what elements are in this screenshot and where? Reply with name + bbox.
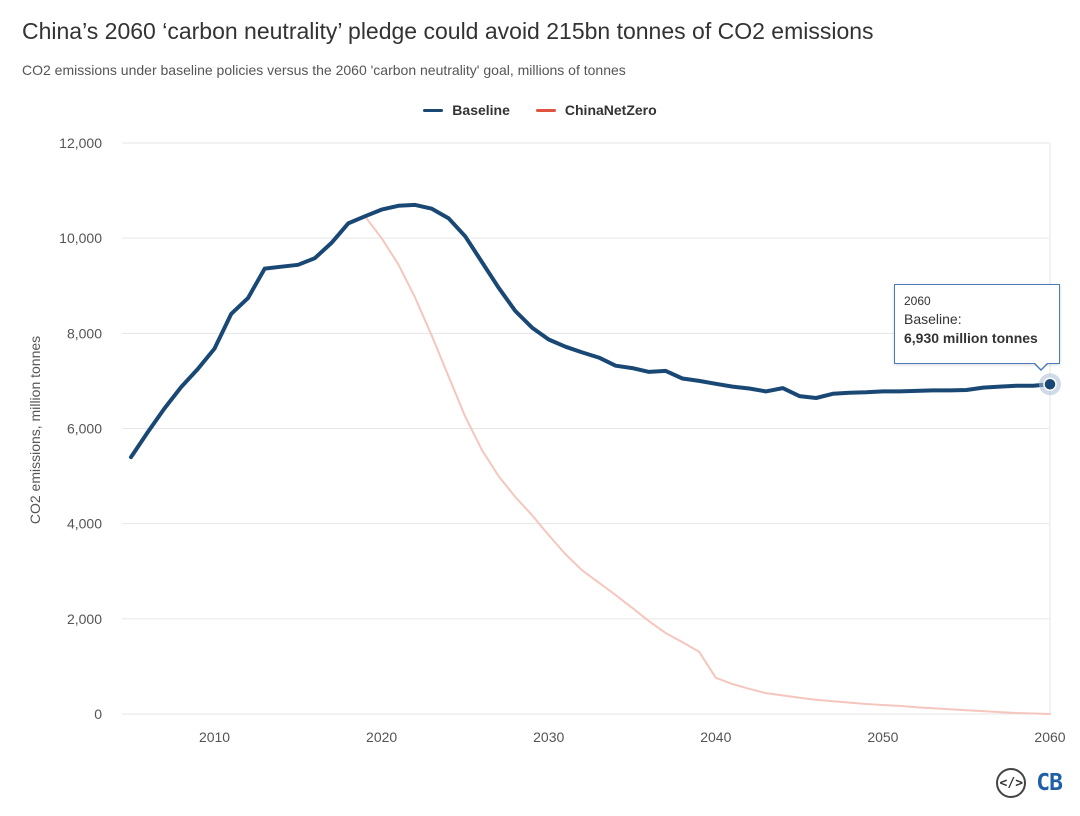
x-tick-label: 2010 bbox=[199, 729, 230, 745]
hover-marker bbox=[1039, 373, 1061, 396]
x-tick-label: 2020 bbox=[366, 729, 397, 745]
legend-item-chinanetzero[interactable]: ChinaNetZero bbox=[535, 102, 657, 118]
embed-code-icon[interactable]: </> bbox=[996, 768, 1027, 798]
tooltip-value: 6,930 million tonnes bbox=[904, 330, 1038, 346]
legend-item-baseline[interactable]: Baseline bbox=[423, 102, 510, 118]
y-tick-label: 8,000 bbox=[67, 325, 102, 341]
carbonbrief-logo[interactable]: </> CB bbox=[996, 768, 1063, 798]
y-tick-label: 10,000 bbox=[59, 230, 102, 246]
x-tick-label: 2030 bbox=[533, 729, 564, 745]
y-tick-label: 0 bbox=[94, 706, 102, 722]
y-axis-ticks: 0 2,000 4,000 6,000 8,000 10,000 12,000 bbox=[59, 135, 102, 722]
x-tick-label: 2050 bbox=[867, 729, 898, 745]
legend-label-baseline: Baseline bbox=[452, 102, 510, 118]
legend-swatch-chinanetzero bbox=[535, 108, 556, 112]
x-tick-label: 2060 bbox=[1034, 729, 1065, 745]
x-tick-label: 2040 bbox=[700, 729, 731, 745]
legend: Baseline ChinaNetZero bbox=[0, 102, 1080, 118]
cb-brand-logo: CB bbox=[1036, 770, 1063, 796]
y-tick-label: 2,000 bbox=[67, 611, 102, 627]
series-lines bbox=[129, 202, 1052, 715]
y-tick-label: 12,000 bbox=[59, 135, 102, 151]
y-tick-label: 4,000 bbox=[67, 516, 102, 532]
tooltip-series-label: Baseline: bbox=[904, 311, 962, 327]
y-axis-label: CO2 emissions, million tonnes bbox=[27, 336, 43, 524]
y-tick-label: 6,000 bbox=[67, 421, 102, 437]
chart-subtitle: CO2 emissions under baseline policies ve… bbox=[22, 62, 626, 78]
tooltip: 2060 Baseline: 6,930 million tonnes bbox=[894, 284, 1060, 364]
legend-label-chinanetzero: ChinaNetZero bbox=[564, 102, 657, 118]
x-axis-ticks: 2010 2020 2030 2040 2050 2060 bbox=[199, 729, 1066, 745]
tooltip-arrow-inner bbox=[1034, 362, 1048, 369]
tooltip-year: 2060 bbox=[904, 294, 931, 308]
legend-swatch-baseline bbox=[423, 108, 444, 112]
hover-point-baseline-2060[interactable] bbox=[1043, 377, 1057, 391]
gridlines bbox=[122, 142, 1051, 715]
series-line-baseline[interactable] bbox=[129, 202, 1052, 460]
chart-title: China’s 2060 ‘carbon neutrality’ pledge … bbox=[22, 18, 874, 44]
series-line-chinanetzero[interactable] bbox=[363, 215, 1051, 715]
